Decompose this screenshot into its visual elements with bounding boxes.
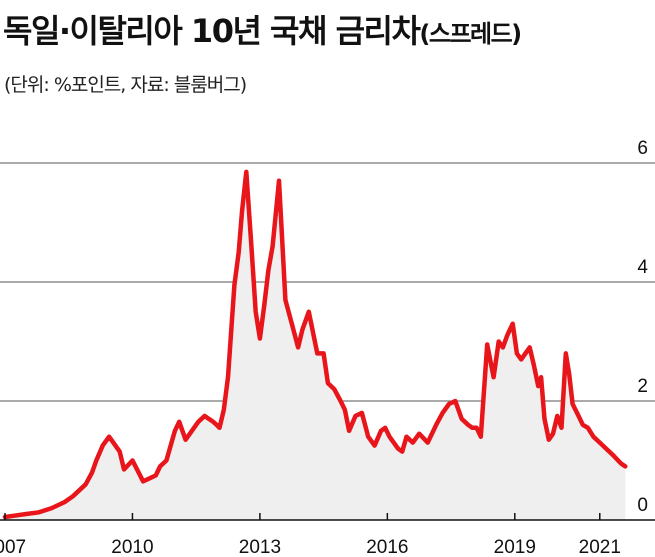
chart-title-suffix: (스프레드) bbox=[419, 20, 522, 48]
chart-subtitle: (단위: %포인트, 자료: 블룸버그) bbox=[4, 74, 247, 96]
x-tick-label-2016: 2016 bbox=[366, 537, 408, 557]
y-axis-ticks: 0 2 4 6 bbox=[637, 138, 648, 516]
y-tick-label-6: 6 bbox=[637, 138, 648, 159]
x-tick-label-2021: 2021 bbox=[579, 537, 621, 557]
spread-line bbox=[2, 169, 628, 520]
chart-title-main: 독일·이탈리아 10년 국채 금리차 bbox=[3, 12, 421, 50]
x-axis-ticks: 2007 2010 2013 2016 2019 2021 bbox=[0, 513, 621, 557]
chart-title: 독일·이탈리아 10년 국채 금리차(스프레드) bbox=[3, 6, 522, 52]
y-tick-label-0: 0 bbox=[637, 495, 648, 516]
x-tick-label-2019: 2019 bbox=[494, 537, 536, 557]
x-tick-label-2007: 2007 bbox=[0, 537, 26, 557]
x-tick-label-2010: 2010 bbox=[111, 537, 153, 557]
y-tick-label-2: 2 bbox=[637, 376, 648, 397]
x-tick-label-2013: 2013 bbox=[239, 537, 281, 557]
y-tick-label-4: 4 bbox=[637, 257, 648, 278]
